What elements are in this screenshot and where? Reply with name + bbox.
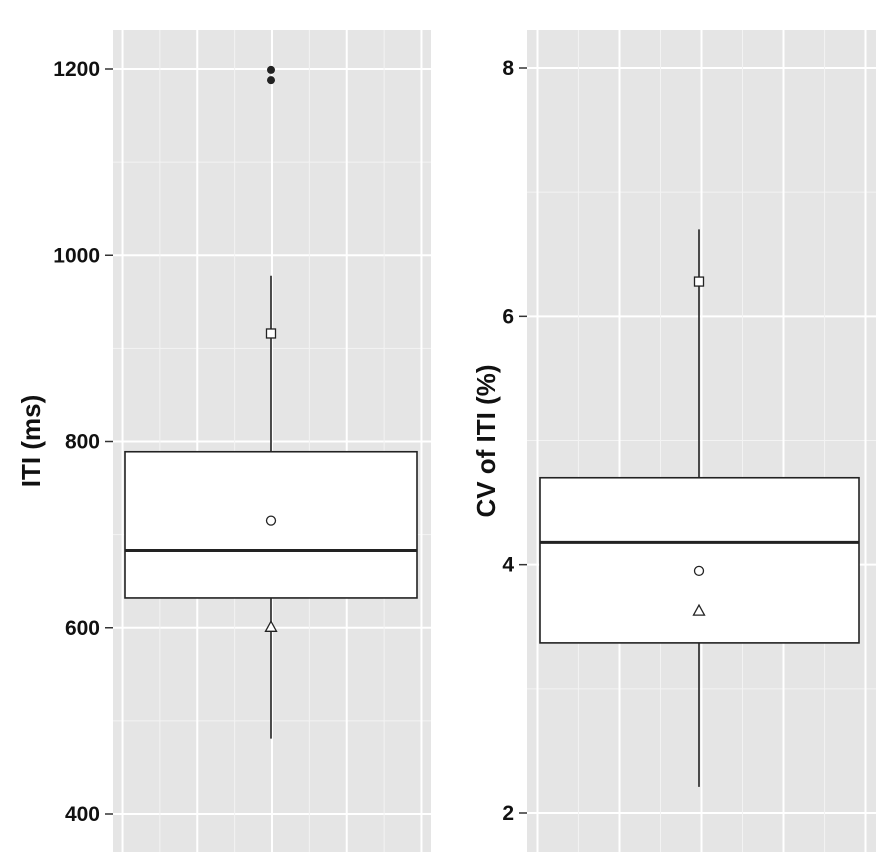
y-tick-label: 400 — [65, 803, 100, 826]
y-tick-label: 1200 — [53, 58, 100, 81]
y-tick-label: 8 — [502, 57, 514, 80]
square-marker — [693, 276, 705, 287]
y-tick-label: 800 — [65, 431, 100, 454]
box — [539, 476, 860, 644]
y-axis-title: CV of ITI (%) — [471, 364, 501, 517]
outlier-point — [267, 76, 275, 85]
outlier-point — [267, 65, 275, 74]
y-tick-label: 1000 — [53, 244, 100, 267]
y-tick-label: 4 — [502, 554, 514, 577]
y-tick-label: 2 — [502, 802, 514, 825]
circle-marker — [265, 515, 277, 526]
triangle-marker — [264, 619, 278, 632]
grid — [527, 30, 876, 852]
y-tick-label: 600 — [65, 617, 100, 640]
circle-marker — [693, 565, 705, 577]
triangle-marker — [692, 603, 706, 616]
square-marker — [265, 328, 277, 339]
y-tick-label: 6 — [502, 305, 514, 328]
grid — [113, 30, 431, 852]
cv-boxplot-panel: 2 4 6 8 CV of ITI (%) — [471, 30, 876, 852]
y-axis-title: ITI (ms) — [16, 395, 46, 487]
iti-boxplot-panel: 400 600 800 1000 1200 ITI (ms) — [16, 30, 431, 852]
